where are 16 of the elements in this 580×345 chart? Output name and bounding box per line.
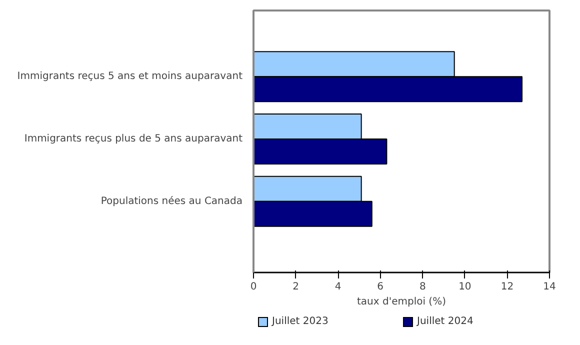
x-tick-label: 4: [334, 282, 342, 292]
x-tick-label: 14: [543, 282, 556, 292]
x-tick-label: 10: [458, 282, 472, 292]
y-tick-label: Immigrants reçus 5 ans et moins auparavant: [17, 71, 243, 82]
x-tick-label: 2: [292, 282, 299, 292]
x-tick-label: 6: [377, 282, 384, 292]
x-tick-label: 12: [500, 282, 514, 292]
legend-item: Juillet 2023: [258, 315, 403, 330]
legend-item: Juillet 2024: [403, 315, 548, 330]
x-axis-title: taux d'emploi (%): [357, 296, 446, 308]
x-tick-label: 8: [419, 282, 426, 292]
legend-label: Juillet 2023: [272, 315, 328, 329]
y-tick-label: Immigrants reçus plus de 5 ans auparavant: [24, 134, 243, 145]
y-tick-label: Populations nées au Canada: [100, 196, 242, 207]
x-tick-label: 0: [250, 282, 257, 292]
legend-label: Juillet 2024: [417, 315, 474, 329]
